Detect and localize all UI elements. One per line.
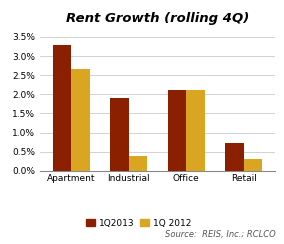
Bar <box>53 45 71 171</box>
Bar <box>186 91 205 171</box>
Text: Source:  REIS, Inc.; RCLCO: Source: REIS, Inc.; RCLCO <box>165 230 275 239</box>
Bar <box>244 159 262 171</box>
Title: Rent Growth (rolling 4Q): Rent Growth (rolling 4Q) <box>66 12 249 25</box>
Legend: 1Q2013, 1Q 2012: 1Q2013, 1Q 2012 <box>83 215 195 231</box>
Bar <box>129 155 147 171</box>
Bar <box>225 143 244 171</box>
Bar <box>71 70 90 171</box>
Bar <box>168 91 186 171</box>
Bar <box>110 98 129 171</box>
